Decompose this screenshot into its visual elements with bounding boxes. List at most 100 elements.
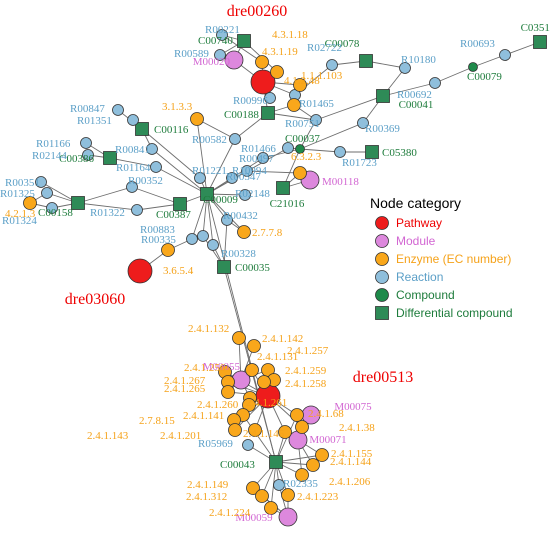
- edge-c00041-r00751: [315, 95, 384, 121]
- node-label-2-7-7-8: 2.7.7.8: [252, 227, 283, 239]
- node-label-r02335: R02335: [283, 478, 318, 490]
- node-label-r00497: R00497: [239, 153, 274, 165]
- node-label-c00078: C00078: [325, 38, 360, 50]
- node-label-1-1-1-103: 1.1.1.103: [301, 70, 343, 82]
- reaction-node-r01325: [41, 187, 53, 199]
- enzyme-node-2-4-1-149: [246, 481, 260, 495]
- enzyme-node-2-4-1-131: [245, 363, 259, 377]
- edge-3-1-3-3-c00009: [196, 118, 208, 195]
- edge-r01322-c00387: [136, 203, 181, 211]
- legend-marker-compound: [375, 288, 389, 302]
- node-label-r01324: R01324: [2, 215, 37, 227]
- enzyme-node-3-1-3-3: [190, 112, 204, 126]
- enzyme-node-2-4-1-143: [228, 423, 242, 437]
- reaction-node-r10994: [241, 165, 253, 177]
- edge-c00386-r01164: [109, 157, 157, 168]
- differential-compound-node-c00009: [200, 187, 214, 201]
- reaction-node-r01351: [127, 114, 139, 126]
- node-label-c00116: C00116: [154, 124, 189, 136]
- nodes-layer: [23, 29, 547, 527]
- node-label-2-4-1-201: 2.4.1.201: [160, 430, 201, 442]
- edges-layer: [29, 34, 541, 518]
- legend-marker-differential-compound: [375, 306, 389, 320]
- edge-r00369-c00037: [299, 122, 364, 150]
- enzyme-node-2-4-1-132: [232, 331, 246, 345]
- reaction-node-r02144: [82, 149, 94, 161]
- enzyme-node-2-4-1-265: [221, 385, 235, 399]
- edge-c00037-r01723: [299, 148, 341, 153]
- node-label-2-4-1-149: 2.4.1.149: [187, 479, 229, 491]
- node-label-c03519: C03519: [521, 22, 550, 34]
- legend-marker-enzyme-ec-number: [375, 252, 389, 266]
- node-label-r05969: R05969: [198, 438, 233, 450]
- reaction-node-r00351: [35, 176, 47, 188]
- reaction-node-r00996: [264, 92, 276, 104]
- edge-c00158-r01322: [77, 202, 138, 211]
- node-label-m00059: M00059: [235, 512, 273, 524]
- node-label-6-3-2-3: 6.3.2.3: [291, 151, 322, 163]
- node-label-2-4-1-145: 2.4.1.145: [243, 428, 285, 440]
- node-label-r01325: R01325: [0, 188, 35, 200]
- node-label-r00847: R00847: [70, 103, 105, 115]
- reaction-node-r01221: [194, 172, 206, 184]
- node-label-r00996: R00996: [233, 95, 268, 107]
- node-label-c00387: C00387: [156, 209, 191, 221]
- enzyme-node-4-3-1-18: [255, 55, 269, 69]
- node-label-r01322: R01322: [90, 207, 125, 219]
- node-label-r02722: R02722: [307, 42, 342, 54]
- node-label-3-6-5-4: 3.6.5.4: [163, 265, 194, 277]
- edge-r00692-c00041: [382, 82, 436, 97]
- legend-label-module: Module: [396, 234, 436, 248]
- differential-compound-node-c05380: [365, 145, 379, 159]
- node-label-2-4-1-132: 2.4.1.132: [188, 323, 229, 335]
- node-label-r01723: R01723: [342, 157, 377, 169]
- reaction-node-r00335: [186, 233, 198, 245]
- legend-label-compound: Compound: [396, 288, 455, 302]
- enzyme-node-2-4-1-223: [281, 488, 295, 502]
- module-node-m00071: [288, 430, 308, 450]
- enzyme-node-6-3-2-3: [293, 166, 307, 180]
- node-label-m00055: M00055: [203, 361, 241, 373]
- edge-c00079-r00692: [434, 66, 474, 84]
- node-label-c21016: C21016: [270, 198, 305, 210]
- differential-compound-node-c00035: [217, 260, 231, 274]
- node-label-r00693: R00693: [460, 38, 495, 50]
- node-label-2-4-1-260: 2.4.1.260: [197, 399, 239, 411]
- node-label-c00043: C00043: [220, 459, 255, 471]
- node-label-2-4-1-141: 2.4.1.141: [183, 410, 224, 422]
- differential-compound-node-c00188: [261, 106, 275, 120]
- edge-c00009-r00328: [206, 193, 214, 246]
- node-label-r10180: R10180: [401, 54, 436, 66]
- differential-compound-node-c00116: [135, 122, 149, 136]
- enzyme-node-2-4-1-206: [295, 468, 309, 482]
- reaction-node-r01164: [150, 161, 162, 173]
- reaction-node-r01322: [131, 204, 143, 216]
- node-label-c00009: C00009: [203, 194, 238, 206]
- enzyme-node-2-4-1-260: [242, 398, 256, 412]
- enzyme-node-2-4-1-142: [247, 339, 261, 353]
- node-label-r00369: R00369: [365, 123, 400, 135]
- node-label-2-4-1-38: 2.4.1.38: [339, 422, 375, 434]
- node-label-2-4-1-223: 2.4.1.223: [297, 491, 339, 503]
- legend-marker-pathway: [375, 216, 389, 230]
- differential-compound-node-c00158: [71, 196, 85, 210]
- edge-6-3-2-3-r10994: [246, 170, 301, 174]
- node-label-2-4-1-258: 2.4.1.258: [285, 378, 327, 390]
- edge-c00009-r00335: [191, 193, 208, 240]
- node-label-2-4-1-261: 2.4.1.261: [246, 397, 287, 409]
- reaction-node-r00692: [429, 77, 441, 89]
- edge-r00582-c00009: [206, 138, 236, 195]
- node-label-r00841: R00841: [115, 144, 150, 156]
- node-label-m00020: M00020: [193, 56, 231, 68]
- enzyme-node-2-4-1-258: [257, 375, 271, 389]
- reaction-node-r00589: [214, 49, 226, 61]
- node-label-r00347: R00347: [226, 171, 261, 183]
- labels-layer: dre00260 dre03060 dre00513 M00020 M00118 M000…: [0, 3, 550, 524]
- node-label-m00075: M00075: [334, 401, 372, 413]
- differential-compound-node-c00078: [359, 54, 373, 68]
- node-label-2-4-1-257: 2.4.1.257: [287, 345, 329, 357]
- differential-compound-node-c21016: [276, 181, 290, 195]
- legend-label-enzyme-ec-number: Enzyme (EC number): [396, 252, 511, 266]
- reaction-node-r00693: [499, 49, 511, 61]
